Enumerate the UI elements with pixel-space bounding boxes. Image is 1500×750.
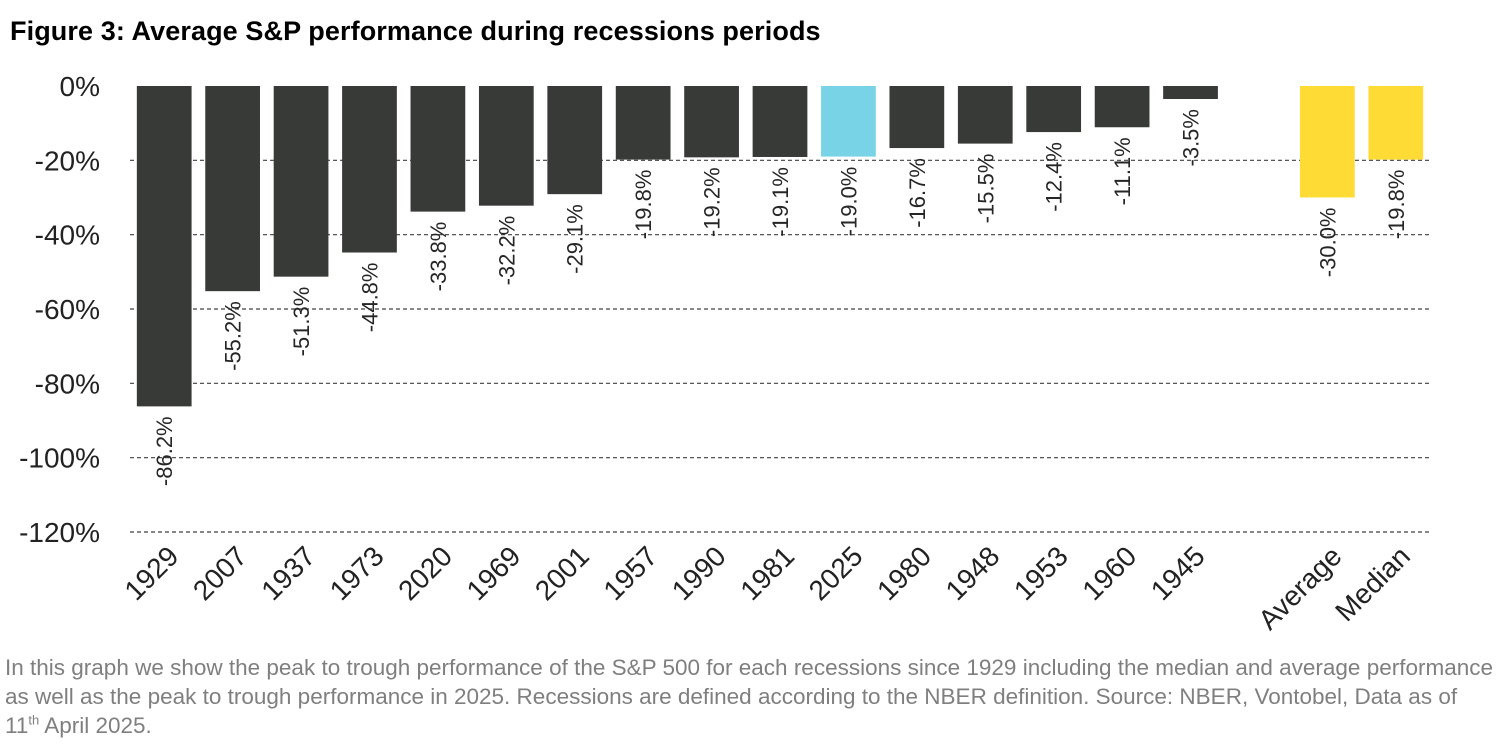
x-tick-label: 1937 — [255, 540, 321, 606]
data-labels: -86.2% -55.2% -51.3% -44.8% -33.8% -32.2% -29.… — [152, 109, 1409, 486]
data-label: -55.2% — [221, 301, 246, 371]
y-tick-label: -20% — [35, 145, 100, 176]
x-tick-label: 1929 — [118, 540, 184, 606]
x-tick-label: 1953 — [1008, 540, 1074, 606]
figure-caption: In this graph we show the peak to trough… — [5, 653, 1495, 740]
bar-2007 — [205, 86, 260, 292]
x-tick-label: 1973 — [324, 540, 390, 606]
x-tick-label: 1980 — [871, 540, 937, 606]
data-label: -15.5% — [973, 154, 998, 224]
y-tick-label: -40% — [35, 220, 100, 251]
bar-1945 — [1163, 86, 1218, 100]
bar-1948 — [957, 86, 1013, 144]
data-label: -51.3% — [289, 287, 314, 357]
chart-title: Figure 3: Average S&P performance during… — [10, 16, 821, 46]
y-tick-label: -60% — [35, 294, 100, 325]
bar-1969 — [478, 86, 534, 206]
x-tick-label: 1948 — [940, 540, 1006, 606]
x-tick-label: 1969 — [461, 540, 527, 606]
y-tick-label: -100% — [19, 443, 100, 474]
x-tick-label: Median — [1329, 540, 1416, 627]
data-label: -32.2% — [494, 216, 519, 286]
data-label: -86.2% — [152, 416, 177, 486]
bar-average — [1300, 86, 1355, 198]
caption-text-end: April 2025. — [39, 713, 152, 738]
data-label: -33.8% — [426, 222, 451, 292]
bar-1981 — [752, 86, 808, 157]
data-label: -19.1% — [768, 167, 793, 237]
y-axis-tick-labels: 0% -20% -40% -60% -80% -100% -120% — [19, 71, 100, 548]
bar-1960 — [1094, 86, 1150, 128]
y-tick-label: 0% — [60, 71, 100, 102]
data-label: -44.8% — [357, 263, 382, 333]
bar-1937 — [273, 86, 329, 277]
x-tick-label: 1990 — [666, 540, 732, 606]
caption-superscript: th — [28, 712, 40, 728]
x-tick-label: Average — [1252, 540, 1347, 635]
bar-1990 — [684, 86, 739, 158]
x-tick-label: 1957 — [597, 540, 663, 606]
bar-2020 — [410, 86, 466, 212]
y-tick-label: -120% — [19, 517, 100, 548]
x-axis-tick-labels: 1929 2007 1937 1973 2020 1969 2001 1957 1990 1981… — [118, 540, 1416, 635]
x-tick-label: 2025 — [803, 540, 869, 606]
bar-chart: 0% -20% -40% -60% -80% -100% -120% -86.2% -55.2… — [19, 71, 1430, 636]
data-label: -3.5% — [1179, 109, 1204, 166]
bar-1957 — [615, 86, 671, 160]
data-label: -19.8% — [631, 170, 656, 240]
bar-2025 — [821, 86, 876, 157]
x-tick-label: 1960 — [1076, 540, 1142, 606]
bar-1953 — [1026, 86, 1082, 133]
x-tick-label: 2007 — [187, 540, 253, 606]
bar-2001 — [547, 86, 603, 195]
data-label: -11.1% — [1110, 137, 1135, 205]
bars — [136, 86, 1424, 407]
data-label: -19.0% — [836, 167, 861, 237]
bar-1980 — [889, 86, 945, 149]
data-label: -19.2% — [700, 167, 725, 237]
x-tick-label: 2020 — [392, 540, 458, 606]
x-tick-label: 1981 — [734, 540, 800, 606]
y-tick-label: -80% — [35, 368, 100, 399]
caption-text: In this graph we show the peak to trough… — [5, 655, 1493, 738]
bar-median — [1368, 86, 1424, 160]
x-tick-label: 2001 — [529, 540, 595, 606]
data-label: -19.8% — [1384, 170, 1409, 240]
x-tick-label: 1945 — [1145, 540, 1211, 606]
data-label: -16.7% — [905, 158, 930, 228]
bar-1929 — [136, 86, 192, 407]
bar-1973 — [342, 86, 397, 253]
data-label: -12.4% — [1042, 142, 1067, 212]
data-label: -29.1% — [563, 204, 588, 274]
data-label: -30.0% — [1315, 208, 1340, 278]
